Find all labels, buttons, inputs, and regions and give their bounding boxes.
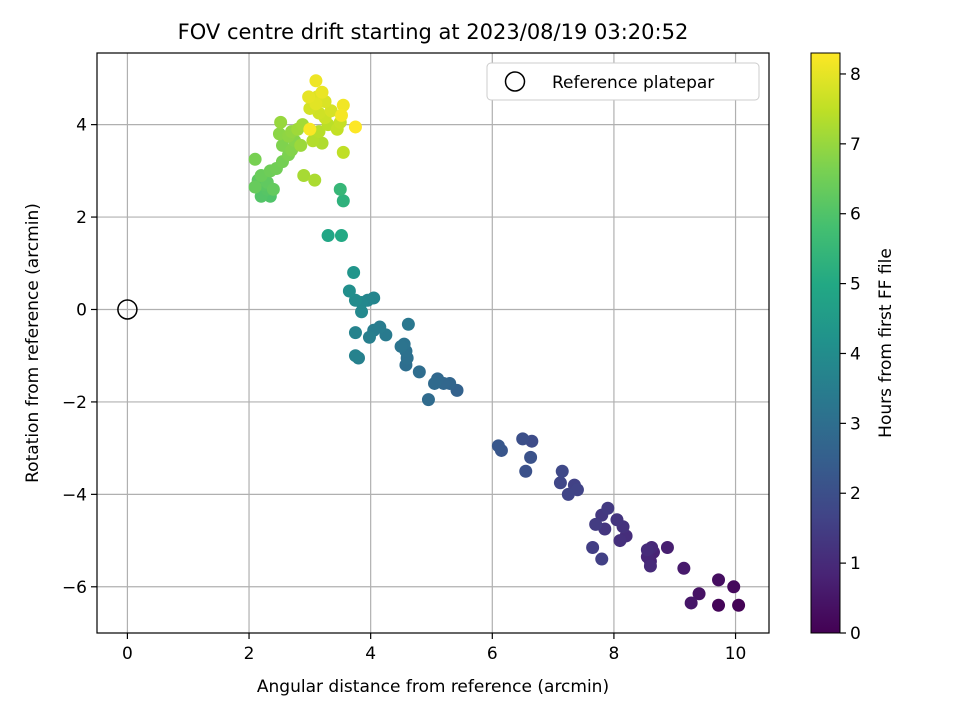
data-point (595, 552, 609, 566)
data-point (248, 180, 262, 194)
data-point (610, 513, 624, 527)
x-tick-label: 10 (725, 644, 747, 664)
colorbar-tick-label: 0 (850, 624, 861, 644)
data-point (324, 104, 338, 118)
data-point (684, 596, 698, 610)
data-point (333, 182, 347, 196)
data-point (306, 134, 320, 148)
y-tick-label: 4 (76, 116, 87, 136)
data-point (274, 115, 288, 129)
legend-entry: Reference platepar (552, 73, 714, 93)
y-axis-label: Rotation from reference (arcmin) (23, 203, 43, 483)
data-points (248, 74, 746, 612)
data-point (727, 580, 741, 594)
data-point (555, 464, 569, 478)
data-point (613, 534, 627, 548)
data-point (692, 587, 706, 601)
data-point (428, 376, 442, 390)
data-point (309, 74, 323, 88)
data-point (732, 598, 746, 612)
y-axis-ticks: −6 −4 −2 0 2 4 (62, 116, 97, 598)
colorbar-label: Hours from first FF file (876, 248, 896, 438)
data-point (712, 598, 726, 612)
x-tick-label: 2 (244, 644, 255, 664)
data-point (348, 349, 362, 363)
data-point (421, 393, 435, 407)
data-point (516, 432, 530, 446)
data-point (519, 464, 533, 478)
data-point (336, 98, 350, 112)
data-point (347, 266, 361, 280)
colorbar-tick-label: 7 (850, 135, 861, 155)
data-point (401, 317, 415, 331)
data-point (355, 305, 369, 319)
x-tick-label: 6 (487, 644, 498, 664)
data-point (334, 229, 348, 243)
x-tick-label: 8 (609, 644, 620, 664)
data-point (643, 559, 657, 573)
chart-title: FOV centre drift starting at 2023/08/19 … (178, 20, 689, 44)
colorbar-tick-label: 6 (850, 205, 861, 225)
data-point (308, 173, 322, 187)
data-point (362, 330, 376, 344)
y-tick-label: −4 (62, 485, 87, 505)
y-tick-label: −6 (62, 578, 87, 598)
colorbar-tick-label: 4 (850, 344, 861, 364)
colorbar: 0 1 2 3 4 5 6 7 8 Hours from first FF file (810, 52, 896, 644)
data-point (712, 573, 726, 587)
y-tick-label: 0 (76, 300, 87, 320)
data-point (303, 122, 317, 136)
data-point (336, 145, 350, 159)
data-point (589, 517, 603, 531)
data-point (640, 543, 654, 557)
data-point (660, 541, 674, 555)
data-point (553, 476, 567, 490)
colorbar-ticks: 0 1 2 3 4 5 6 7 8 (840, 65, 861, 644)
data-point (334, 108, 348, 122)
colorbar-tick-label: 8 (850, 65, 861, 85)
legend-box (486, 62, 760, 101)
x-tick-label: 4 (365, 644, 376, 664)
x-axis-ticks: 0 2 4 6 8 10 (122, 633, 746, 664)
x-axis-label: Angular distance from reference (arcmin) (257, 677, 609, 697)
data-point (524, 450, 538, 464)
data-point (348, 120, 362, 134)
y-tick-label: 2 (76, 208, 87, 228)
data-point (315, 85, 329, 99)
legend: Reference platepar (486, 62, 760, 101)
colorbar-tick-label: 2 (850, 484, 861, 504)
data-point (412, 365, 426, 379)
data-point (266, 182, 280, 196)
colorbar-tick-label: 5 (850, 275, 861, 295)
data-point (297, 168, 311, 182)
plot-frame (96, 52, 770, 634)
data-point (348, 326, 362, 340)
data-point (321, 229, 335, 243)
colorbar-tick-label: 1 (850, 554, 861, 574)
data-point (342, 284, 356, 298)
data-point (336, 194, 350, 208)
data-point (561, 487, 575, 501)
data-point (677, 561, 691, 575)
data-point (348, 293, 362, 307)
data-point (491, 439, 505, 453)
legend-marker-icon (504, 71, 526, 92)
data-point (248, 152, 262, 166)
y-tick-label: −2 (62, 393, 87, 413)
x-tick-label: 0 (122, 644, 133, 664)
data-point (601, 501, 615, 515)
colorbar-gradient (810, 52, 841, 634)
data-point (586, 541, 600, 555)
colorbar-tick-label: 3 (850, 414, 861, 434)
data-point (294, 138, 308, 152)
data-point (394, 339, 408, 353)
reference-platepar-marker (117, 299, 138, 320)
data-point (302, 90, 316, 104)
